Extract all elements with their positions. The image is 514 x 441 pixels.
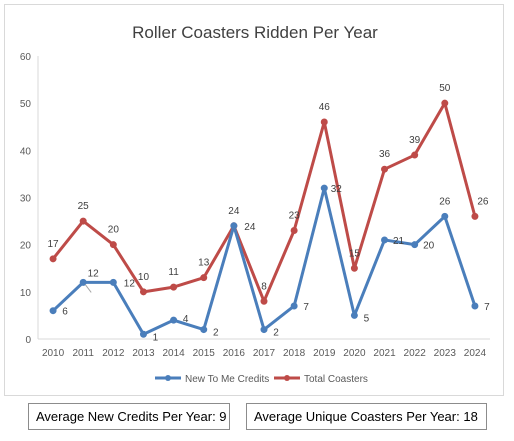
data-label-total-coasters: 46 <box>319 102 331 113</box>
data-point-total-coasters <box>200 274 208 282</box>
chart-area: Roller Coasters Ridden Per Year 0 10 20 30 4… <box>4 4 504 396</box>
data-label-new-credits: 5 <box>364 313 370 324</box>
data-point-new-credits <box>139 330 147 338</box>
data-label-leader <box>84 284 92 293</box>
data-label-total-coasters: 17 <box>48 239 60 250</box>
data-label-new-credits: 6 <box>62 307 68 318</box>
data-label-new-credits: 12 <box>88 268 100 279</box>
x-tick-label: 2022 <box>404 348 427 359</box>
x-tick-label: 2012 <box>102 348 125 359</box>
data-point-total-coasters <box>350 264 358 272</box>
data-label-new-credits: 2 <box>273 328 279 339</box>
data-label-new-credits: 20 <box>423 241 435 252</box>
data-label-new-credits: 24 <box>244 222 256 233</box>
data-point-new-credits <box>49 307 57 315</box>
x-tick-label: 2019 <box>313 348 336 359</box>
data-point-new-credits <box>350 311 358 319</box>
x-tick-label: 2011 <box>72 348 94 359</box>
chart-title: Roller Coasters Ridden Per Year <box>132 23 378 42</box>
data-label-new-credits: 12 <box>124 278 136 289</box>
average-coasters-box: Average Unique Coasters Per Year: 18 <box>246 403 487 430</box>
data-point-total-coasters <box>49 255 57 263</box>
data-point-total-coasters <box>441 99 449 107</box>
x-tick-label: 2018 <box>283 348 306 359</box>
x-tick-label: 2024 <box>464 348 487 359</box>
data-point-new-credits <box>411 241 419 249</box>
data-point-new-credits <box>441 212 449 220</box>
data-point-total-coasters <box>381 165 389 173</box>
data-label-total-coasters: 15 <box>349 248 361 259</box>
line-chart: Roller Coasters Ridden Per Year 0 10 20 30 4… <box>20 23 490 385</box>
data-label-total-coasters: 8 <box>261 281 267 292</box>
data-label-new-credits: 21 <box>393 236 405 247</box>
y-tick-label: 20 <box>20 241 32 252</box>
data-point-new-credits <box>200 326 208 334</box>
y-tick-label: 30 <box>20 194 32 205</box>
data-label-total-coasters: 24 <box>228 206 240 217</box>
x-tick-label: 2014 <box>162 348 185 359</box>
y-tick-label: 10 <box>20 288 32 299</box>
data-label-new-credits: 26 <box>439 196 451 207</box>
data-label-new-credits: 2 <box>213 328 219 339</box>
data-label-total-coasters: 23 <box>289 211 301 222</box>
data-point-total-coasters <box>290 227 298 235</box>
data-label-total-coasters: 36 <box>379 149 391 160</box>
data-point-new-credits <box>320 184 328 192</box>
x-tick-label: 2020 <box>343 348 366 359</box>
x-tick-label: 2016 <box>223 348 246 359</box>
series-line-total-coasters <box>51 101 477 303</box>
y-tick-label: 0 <box>25 335 31 346</box>
average-credits-box: Average New Credits Per Year: 9 <box>28 403 230 430</box>
x-tick-label: 2010 <box>42 348 65 359</box>
data-point-total-coasters <box>320 118 328 126</box>
data-point-new-credits <box>170 316 178 324</box>
data-label-new-credits: 32 <box>331 184 343 195</box>
x-tick-label: 2017 <box>253 348 276 359</box>
data-point-new-credits <box>381 236 389 244</box>
data-label-new-credits: 1 <box>153 332 159 343</box>
y-tick-label: 60 <box>20 52 32 63</box>
data-label-new-credits: 4 <box>183 314 189 325</box>
x-tick-label: 2013 <box>132 348 155 359</box>
data-label-total-coasters: 13 <box>198 258 210 269</box>
data-point-total-coasters <box>471 212 479 220</box>
data-point-new-credits <box>109 278 117 286</box>
data-point-new-credits <box>79 278 87 286</box>
y-tick-label: 50 <box>20 99 32 110</box>
data-point-new-credits <box>260 326 268 334</box>
x-tick-label: 2021 <box>373 348 396 359</box>
legend-marker-new-credits <box>165 375 171 381</box>
data-label-total-coasters: 50 <box>439 83 451 94</box>
x-tick-label: 2023 <box>434 348 457 359</box>
series-line-new-credits <box>51 186 477 336</box>
data-label-total-coasters: 25 <box>78 201 90 212</box>
data-point-new-credits <box>230 222 238 230</box>
data-label-total-coasters: 20 <box>108 225 120 236</box>
data-point-total-coasters <box>139 288 147 296</box>
x-tick-label: 2015 <box>193 348 216 359</box>
legend-marker-total-coasters <box>284 375 290 381</box>
legend-label-new-credits: New To Me Credits <box>185 374 269 385</box>
legend-label-total-coasters: Total Coasters <box>304 374 368 385</box>
data-point-new-credits <box>471 302 479 310</box>
data-point-total-coasters <box>170 283 178 291</box>
data-label-total-coasters: 11 <box>168 267 179 278</box>
data-point-total-coasters <box>109 241 117 249</box>
data-label-total-coasters: 26 <box>477 196 489 207</box>
data-label-total-coasters: 39 <box>409 135 421 146</box>
y-tick-label: 40 <box>20 146 32 157</box>
data-point-total-coasters <box>260 297 268 305</box>
data-point-total-coasters <box>411 151 419 159</box>
data-label-total-coasters: 10 <box>138 272 150 283</box>
data-label-new-credits: 7 <box>484 302 490 313</box>
data-point-total-coasters <box>79 217 87 225</box>
data-point-new-credits <box>290 302 298 310</box>
data-label-new-credits: 7 <box>303 302 309 313</box>
